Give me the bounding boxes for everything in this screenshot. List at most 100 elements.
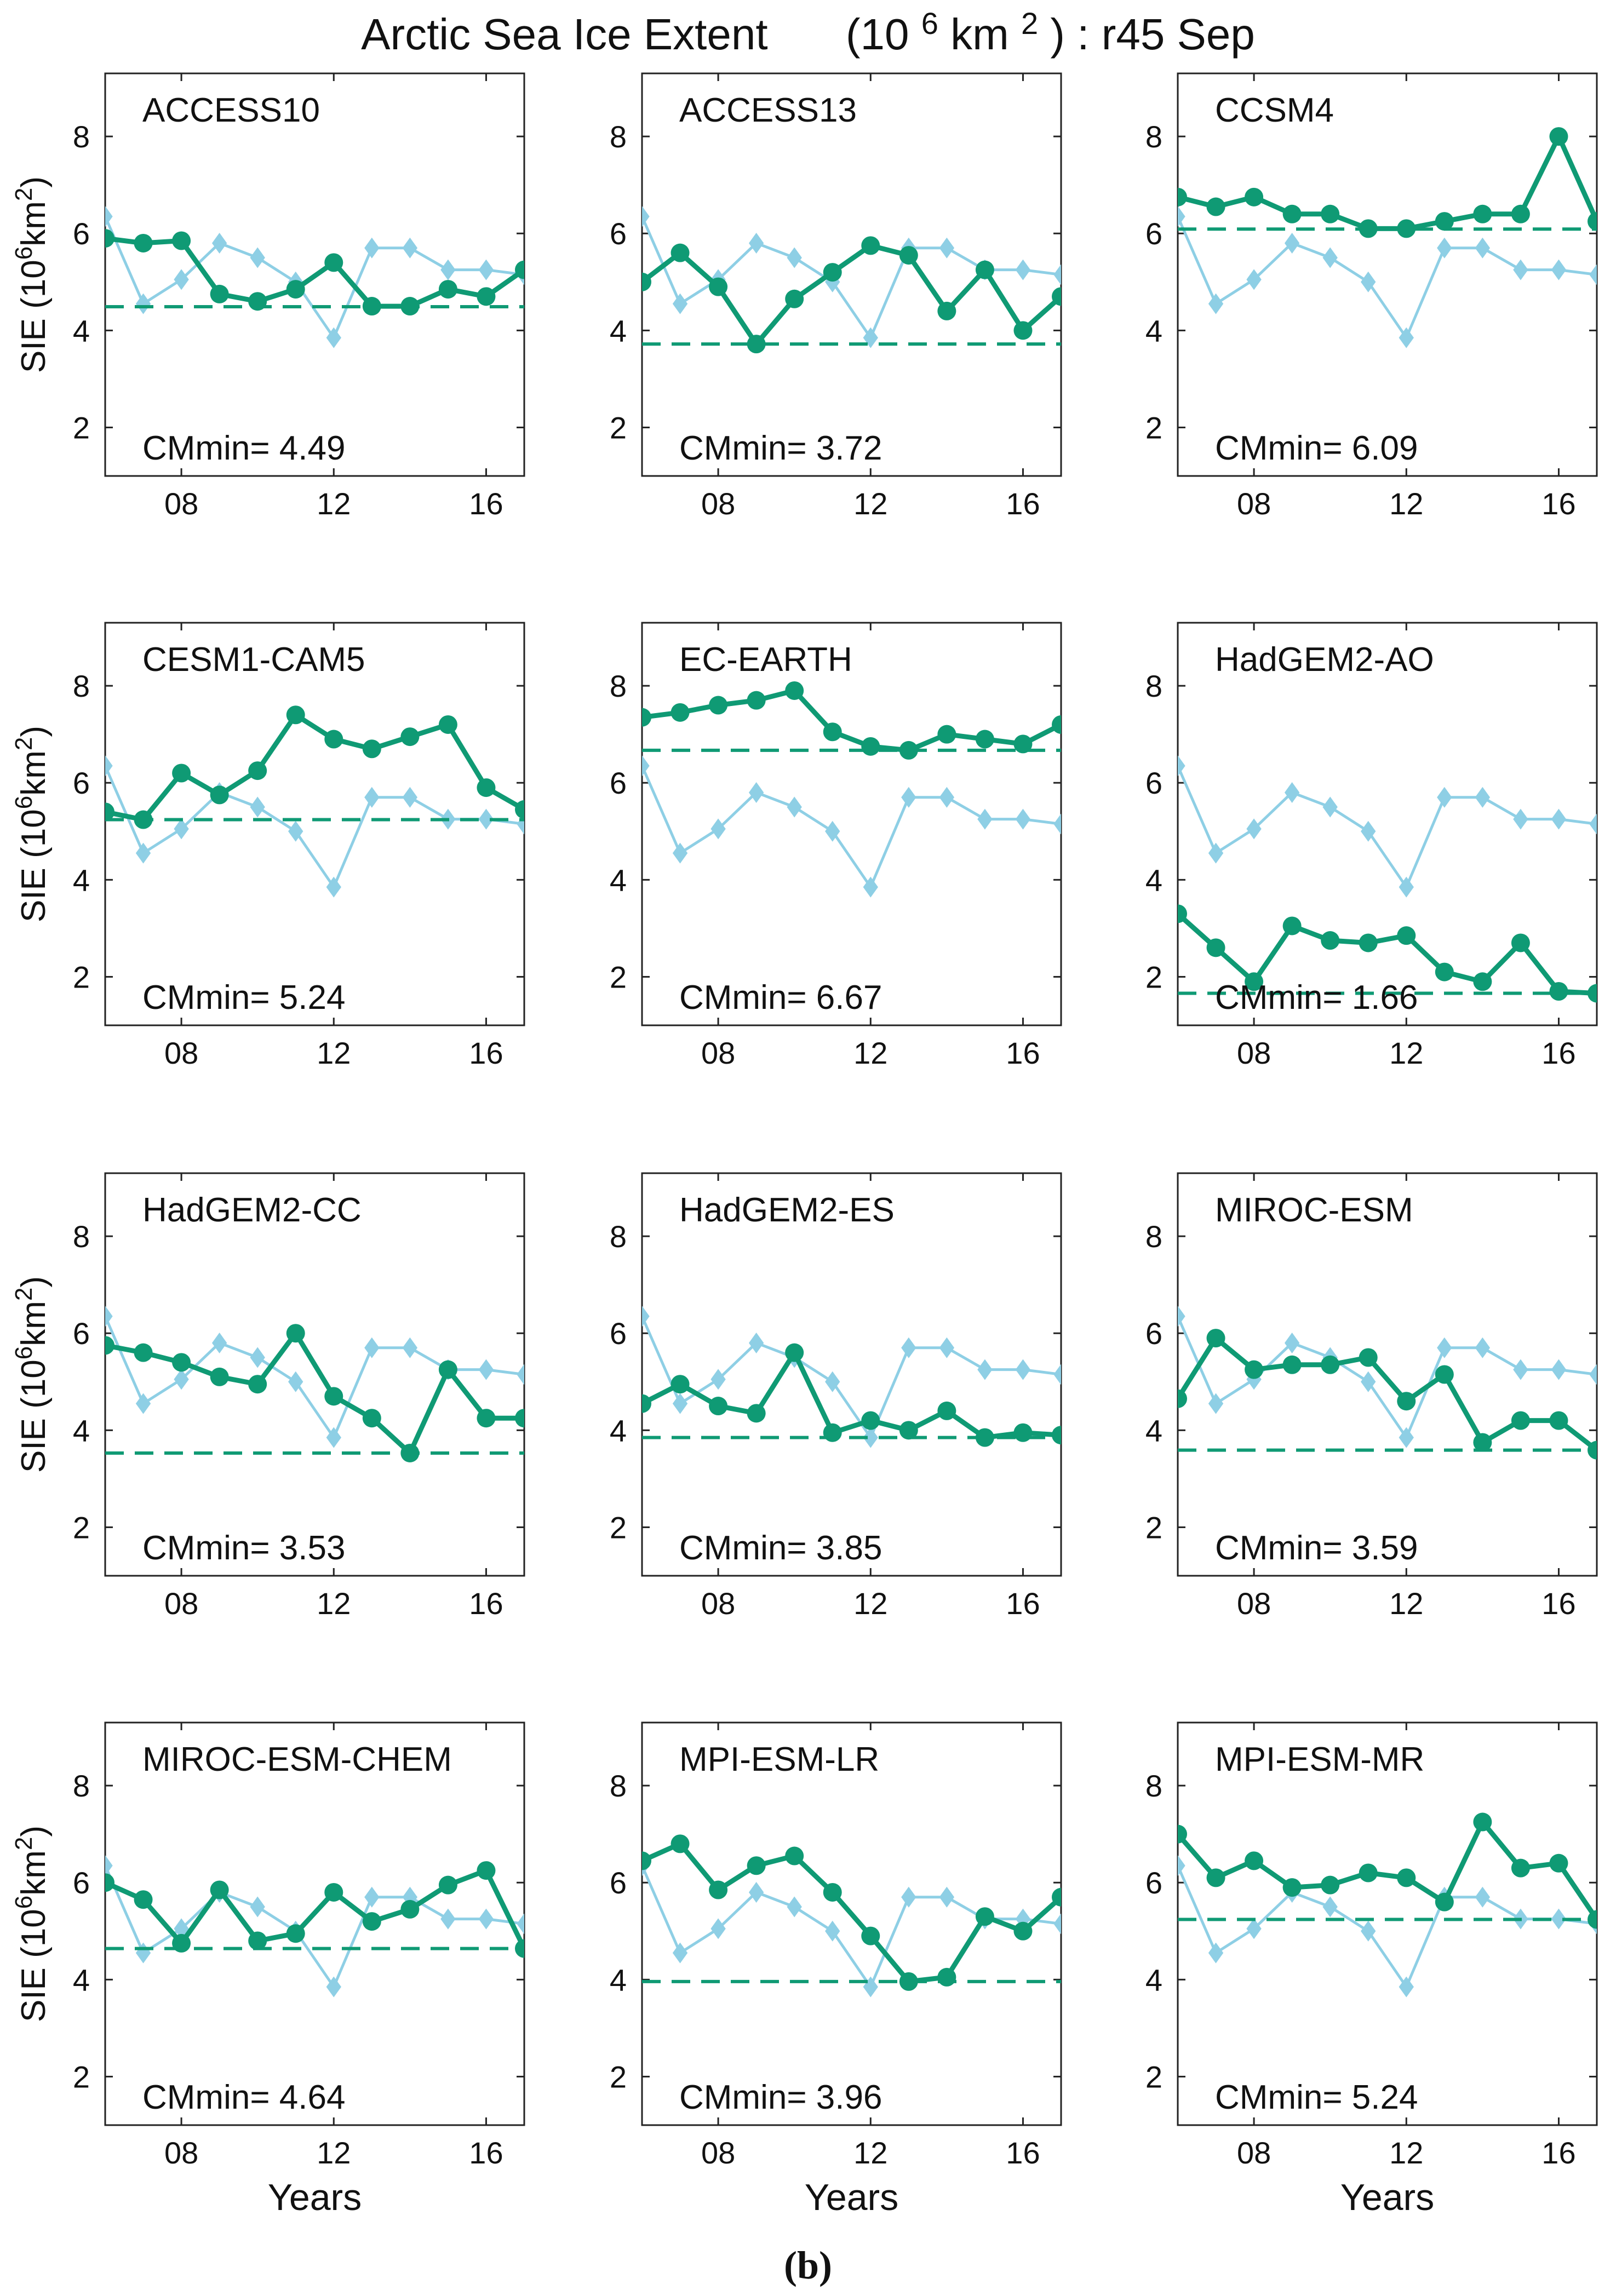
- axes-box: [1177, 1172, 1598, 1577]
- observed-point: [1284, 782, 1300, 803]
- model-point: [1588, 1440, 1597, 1460]
- y-axis-label-part: ): [15, 1826, 53, 1837]
- x-tick-label: 08: [1237, 1036, 1271, 1070]
- panel-hadgem2-ao: 2 4 6 8 08 12 16 HadGEM2-AO CMmin= 1.66: [1145, 622, 1598, 1070]
- y-axis-label-part: 2: [10, 737, 37, 750]
- y-tick-label: 4: [610, 1413, 627, 1448]
- model-point: [709, 696, 728, 715]
- title-unit-sup2: 2: [1021, 6, 1038, 41]
- model-point: [823, 263, 842, 282]
- model-point: [477, 1861, 496, 1880]
- model-point: [1178, 187, 1187, 206]
- model-point: [823, 1882, 842, 1902]
- plot-area: [105, 705, 524, 898]
- observed-point: [402, 237, 418, 259]
- y-tick-label: 2: [610, 2059, 627, 2094]
- title-unit-open: (10: [846, 10, 909, 59]
- model-point: [1397, 219, 1416, 238]
- observed-point: [402, 1337, 418, 1358]
- observed-point: [288, 1371, 303, 1392]
- y-tick-label: 2: [1145, 1510, 1162, 1545]
- x-tick-label: 12: [1389, 2136, 1423, 2170]
- observed-point: [105, 206, 113, 227]
- model-point: [134, 1890, 153, 1909]
- y-axis-label-part: 2: [10, 1288, 37, 1301]
- model-point: [709, 1397, 728, 1416]
- model-point: [362, 297, 381, 316]
- observed-point: [901, 1886, 916, 1908]
- observed-point: [1178, 206, 1185, 227]
- observed-point: [939, 1337, 955, 1358]
- observed-point: [1361, 1371, 1376, 1392]
- panel-title: MIROC-ESM-CHEM: [142, 1741, 452, 1778]
- model-point: [1206, 1329, 1225, 1348]
- observed-point: [710, 818, 726, 840]
- observed-point: [1475, 787, 1491, 808]
- y-tick-label: 8: [73, 669, 90, 703]
- panel-mpi-esm-lr: 2 4 6 8 08 12 16 MPI-ESM-LR CMmin= 3.96 Years: [610, 1721, 1062, 2218]
- model-point: [1282, 916, 1302, 935]
- model-point: [477, 287, 496, 306]
- y-tick-label: 2: [73, 410, 90, 445]
- model-point: [1549, 1853, 1568, 1873]
- x-tick-label: 16: [1541, 1036, 1575, 1070]
- x-tick-label: 08: [164, 1586, 198, 1621]
- observed-point: [1399, 327, 1414, 348]
- observed-point: [863, 876, 878, 898]
- observed-point: [326, 327, 341, 348]
- model-point: [438, 1360, 457, 1379]
- axes-box: [641, 622, 1062, 1026]
- model-point: [1178, 1824, 1187, 1844]
- y-axis-label-part: km: [15, 201, 53, 246]
- model-point: [324, 1882, 343, 1902]
- observed-point: [748, 1332, 764, 1353]
- model-point: [1013, 1921, 1033, 1941]
- model-point: [438, 715, 457, 734]
- model-point: [172, 231, 191, 250]
- observed-point: [863, 1427, 878, 1448]
- observed-point: [1208, 842, 1224, 864]
- x-axis-label: Years: [1340, 2177, 1434, 2218]
- y-tick-label: 6: [1145, 1866, 1162, 1900]
- model-point: [975, 730, 994, 749]
- y-axis-label: SIE (106km2): [10, 176, 53, 373]
- panel-miroc-esm: 2 4 6 8 08 12 16 MIROC-ESM CMmin= 3.59: [1145, 1172, 1598, 1621]
- model-point: [105, 229, 114, 248]
- cmmin-label: CMmin= 4.64: [142, 2079, 345, 2116]
- y-tick-label: 2: [1145, 2059, 1162, 2094]
- y-axis-label-part: SIE (10: [15, 1359, 53, 1473]
- model-point: [1511, 1858, 1530, 1878]
- observed-point: [642, 755, 650, 777]
- model-point: [515, 1409, 524, 1428]
- panel-title: HadGEM2-CC: [142, 1191, 362, 1229]
- observed-point: [174, 1369, 189, 1390]
- cmmin-label: CMmin= 3.59: [1215, 1529, 1418, 1567]
- y-tick-label: 4: [1145, 1413, 1162, 1448]
- observed-point: [1246, 1918, 1262, 1939]
- y-tick-label: 6: [610, 766, 627, 800]
- model-point: [899, 1421, 918, 1440]
- model-point: [362, 1912, 381, 1931]
- y-tick-label: 8: [1145, 119, 1162, 154]
- y-axis-label: SIE (106km2): [10, 1276, 53, 1473]
- model-point: [1013, 1423, 1033, 1442]
- x-tick-label: 08: [164, 486, 198, 521]
- y-tick-label: 4: [610, 1962, 627, 1997]
- model-point: [1178, 1389, 1187, 1408]
- model-point: [1435, 1365, 1454, 1384]
- y-axis-label-part: SIE (10: [15, 260, 53, 373]
- x-tick-label: 16: [1541, 1586, 1575, 1621]
- model-point: [400, 1899, 420, 1919]
- model-point: [248, 292, 267, 311]
- observed-point: [1178, 1855, 1185, 1876]
- observed-point: [1178, 1306, 1185, 1327]
- model-point: [134, 1343, 153, 1362]
- plot-area: [642, 681, 1061, 898]
- observed-point: [478, 259, 494, 280]
- observed-point: [250, 1896, 265, 1918]
- observed-point: [1015, 1359, 1031, 1380]
- observed-point: [787, 247, 802, 268]
- model-line: [105, 711, 524, 823]
- y-tick-label: 6: [73, 1316, 90, 1351]
- y-tick-label: 8: [73, 1219, 90, 1254]
